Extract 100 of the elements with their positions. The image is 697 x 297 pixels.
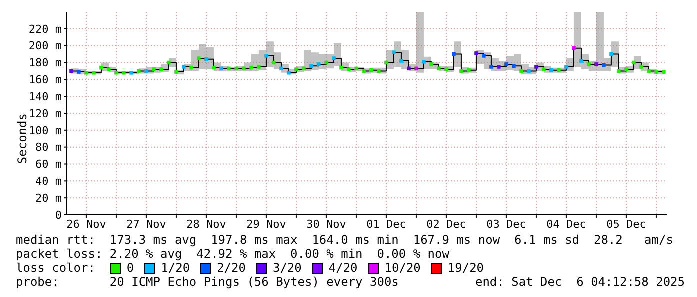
point [647,69,651,74]
point [234,66,238,71]
y-tick-label: 0 [55,208,62,222]
point [107,68,111,72]
point [662,70,666,74]
x-tick-label: 04 Dec [546,218,586,231]
point [122,71,126,75]
point [310,64,314,68]
point [272,60,276,65]
x-tick-label: 03 Dec [486,218,526,231]
point [640,65,644,69]
legend-label: 4/20 [328,261,358,275]
point [580,59,584,63]
point [460,69,464,74]
point [414,66,418,71]
point [152,68,156,72]
point [182,65,186,69]
point [100,66,104,70]
y-tick-label: 200 m [28,40,62,53]
legend-label: 3/20 [272,261,302,275]
point [594,62,598,66]
point [227,66,231,71]
point [294,68,298,72]
y-tick-label: 20 m [36,192,62,205]
point [204,57,208,62]
point [92,71,96,75]
y-tick-label: 100 m [28,124,62,138]
point [542,68,546,72]
point [354,66,358,71]
point [280,66,284,71]
point [130,71,134,75]
y-tick-label: 140 m [28,90,62,104]
x-tick-label: 29 Nov [246,218,287,231]
x-tick-label: 26 Nov [66,218,107,231]
y-tick-label: 80 m [36,141,62,154]
point [482,54,486,58]
point [257,65,261,69]
y-tick-label: 180 m [28,56,62,70]
point [610,52,614,56]
text: median rtt: 173.3 ms avg 197.8 ms max 164.0 ms min 167.9 ms now 6.1 ms sd 28.2 am/s [16,233,674,247]
y-axis-title: Seconds [15,114,30,164]
point [302,66,306,71]
y-tick-label: 160 m [28,74,62,87]
x-tick-label: 05 Dec [606,218,646,231]
point [197,56,201,60]
point [392,50,396,54]
point [84,71,88,75]
point [250,66,254,70]
point [362,69,366,74]
point [384,60,388,65]
point [557,68,561,72]
point [490,65,494,69]
x-tick-label: 30 Nov [306,218,347,231]
point [114,71,118,75]
point [444,68,448,72]
text: packet loss: 2.20 % avg 42.92 % max 0.00 % min 0.00 % now [16,247,450,261]
point [370,68,374,72]
point [324,60,328,65]
legend-label: 19/20 [448,261,484,275]
point [167,60,171,65]
y-tick-label: 40 m [36,175,62,188]
point [550,68,554,72]
point [617,69,621,74]
point [70,69,74,74]
point [504,62,508,66]
text: probe: 20 ICMP Echo Pings (56 Bytes) every 300s [16,275,399,289]
point [520,69,524,74]
text: end: Sat Dec 6 04:12:58 2025 [475,275,685,289]
point [400,59,404,63]
point [77,70,81,74]
point [430,62,434,66]
legend-label: 10/20 [384,261,421,275]
point [347,68,351,72]
point [527,69,531,74]
point [474,52,478,56]
point [332,56,336,60]
point [602,63,606,68]
point [654,70,658,74]
point [624,68,628,72]
point [317,62,321,66]
legend-title: loss color: [16,261,96,275]
point [587,62,591,66]
point [512,64,516,68]
legend-label: 2/20 [217,261,246,275]
legend-label: 1/20 [161,261,190,275]
point [564,65,568,69]
point [632,60,636,65]
point [452,52,456,56]
x-tick-label: 28 Nov [186,218,227,231]
x-tick-label: 27 Nov [126,218,167,231]
point [467,68,471,72]
x-tick-label: 02 Dec [426,218,466,231]
legend-label: 0 [126,261,134,275]
point [190,66,194,70]
point [377,69,381,74]
point [264,54,268,58]
point [174,70,178,74]
point [137,69,141,74]
point [340,66,344,70]
x-tick-label: 01 Dec [366,218,406,231]
